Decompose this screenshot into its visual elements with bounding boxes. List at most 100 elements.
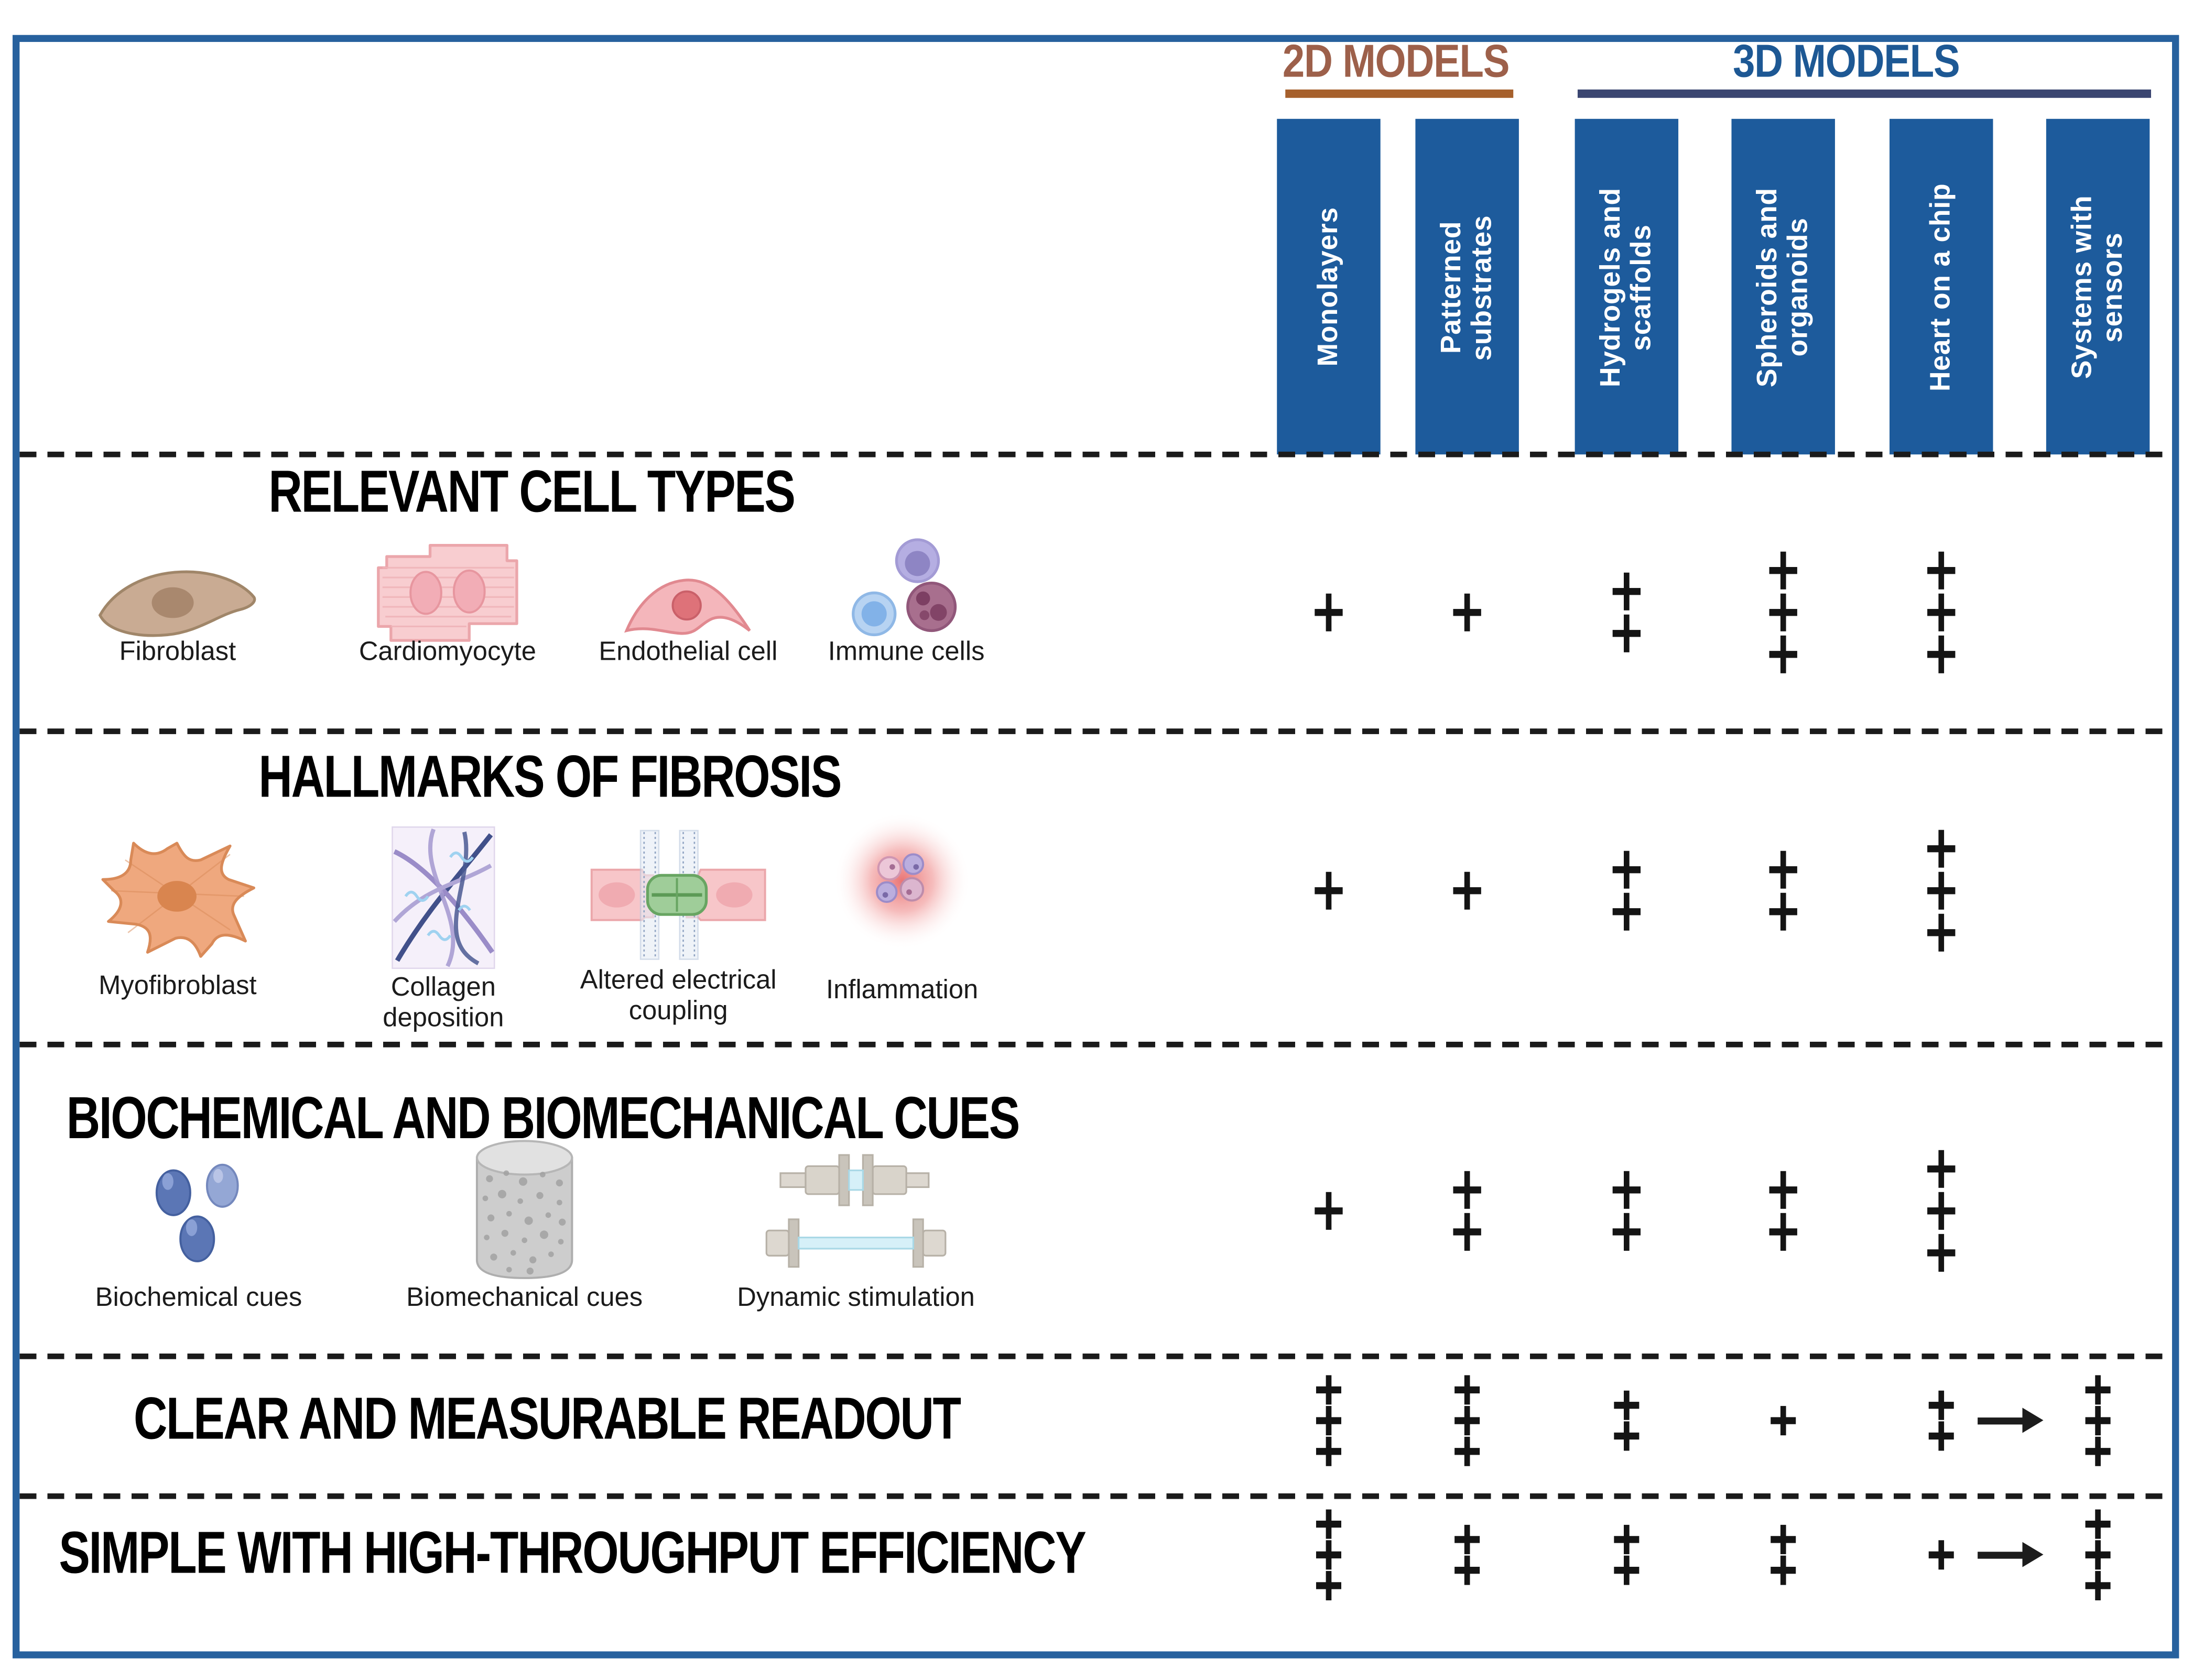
row-separator — [19, 1493, 2173, 1499]
plus-mark — [1926, 1150, 1957, 1188]
plus-mark — [1315, 1540, 1342, 1570]
myofibroblast-icon — [97, 832, 258, 958]
plus-mark — [1768, 892, 1799, 931]
plus-mark — [1613, 1421, 1641, 1451]
plus-mark — [1313, 871, 1344, 910]
row-title-hallmarks-of-fibrosis: HALLMARKS OF FIBROSIS — [258, 745, 842, 811]
biomechanical-cues-icon — [467, 1137, 582, 1285]
plus-mark — [2084, 1509, 2112, 1539]
plus-mark — [1315, 1406, 1342, 1436]
rating-biochemical-and-biomechanical-cues-heart-on-a-chip — [1926, 1150, 1957, 1272]
column-header-label: Spheroids and organoids — [1752, 187, 1814, 387]
plus-mark — [2084, 1540, 2112, 1570]
plus-mark — [1452, 871, 1483, 910]
plus-mark — [1926, 830, 1957, 868]
plus-mark — [1768, 850, 1799, 889]
right-arrow-icon — [1978, 1552, 2023, 1558]
plus-mark — [1452, 1213, 1483, 1251]
column-header-systems-with-sensors: Systems with sensors — [2046, 118, 2150, 455]
immune-cells-icon — [838, 537, 975, 643]
rating-clear-and-measurable-readout-heart-on-a-chip — [1927, 1390, 1955, 1451]
rating-simple-with-high-throughput-efficiency-patterned-substrates — [1453, 1524, 1481, 1585]
icon-label-myofibroblast: Myofibroblast — [99, 972, 257, 1001]
icon-label-inflammation: Inflammation — [826, 976, 979, 1006]
column-header-label: Hydrogels and scaffolds — [1595, 187, 1658, 387]
plus-mark — [1613, 1524, 1641, 1554]
plus-mark — [2084, 1406, 2112, 1436]
plus-mark — [1611, 572, 1642, 610]
cardiomyocyte-icon — [374, 540, 521, 649]
plus-mark — [1313, 1192, 1344, 1230]
plus-mark — [1611, 614, 1642, 652]
plus-mark — [1315, 1509, 1342, 1539]
rating-hallmarks-of-fibrosis-patterned-substrates — [1452, 871, 1483, 910]
group-3d-underline — [1577, 89, 2151, 98]
plus-mark — [1927, 1540, 1955, 1570]
icon-label-cardiomyocyte: Cardiomyocyte — [359, 637, 536, 667]
rating-clear-and-measurable-readout-patterned-substrates — [1453, 1375, 1481, 1466]
plus-mark — [1926, 1234, 1957, 1272]
plus-mark — [1453, 1555, 1481, 1585]
rating-clear-and-measurable-readout-monolayers — [1315, 1375, 1342, 1466]
plus-mark — [1926, 871, 1957, 910]
rating-hallmarks-of-fibrosis-heart-on-a-chip — [1926, 830, 1957, 952]
figure-border — [13, 35, 2179, 1659]
rating-hallmarks-of-fibrosis-monolayers — [1313, 871, 1344, 910]
group-2d-models-label: 2D MODELS — [1282, 37, 1510, 88]
icon-label-dynamic-stimulation: Dynamic stimulation — [737, 1283, 975, 1313]
rating-simple-with-high-throughput-efficiency-heart-on-a-chip — [1927, 1540, 1955, 1570]
plus-mark — [1452, 593, 1483, 631]
rating-biochemical-and-biomechanical-cues-hydrogels-and-scaffolds — [1611, 1171, 1642, 1251]
plus-mark — [1927, 1421, 1955, 1451]
rating-relevant-cell-types-spheroids-and-organoids — [1768, 551, 1799, 673]
altered-electrical-coupling-icon — [589, 828, 768, 962]
icon-label-collagen-deposition: Collagen deposition — [383, 973, 504, 1033]
plus-mark — [1313, 593, 1344, 631]
icon-label-immune-cells: Immune cells — [828, 637, 985, 667]
row-title-biochemical-and-biomechanical-cues: BIOCHEMICAL AND BIOMECHANICAL CUES — [66, 1086, 1020, 1152]
column-header-label: Heart on a chip — [1926, 182, 1957, 391]
rating-clear-and-measurable-readout-spheroids-and-organoids — [1769, 1406, 1797, 1436]
plus-mark — [1768, 1213, 1799, 1251]
plus-mark — [1613, 1390, 1641, 1420]
plus-mark — [2084, 1436, 2112, 1466]
plus-mark — [1453, 1524, 1481, 1554]
dynamic-stimulation-icon — [764, 1149, 948, 1272]
rating-biochemical-and-biomechanical-cues-monolayers — [1313, 1192, 1344, 1230]
fibroblast-icon — [97, 562, 258, 640]
rating-relevant-cell-types-heart-on-a-chip — [1926, 551, 1957, 673]
right-arrow-icon — [1978, 1417, 2023, 1424]
rating-clear-and-measurable-readout-systems-with-sensors — [2084, 1375, 2112, 1466]
biochemical-cues-icon — [137, 1163, 260, 1264]
plus-mark — [1768, 551, 1799, 590]
rating-hallmarks-of-fibrosis-hydrogels-and-scaffolds — [1611, 850, 1642, 931]
plus-mark — [1926, 593, 1957, 631]
plus-mark — [2084, 1570, 2112, 1600]
column-header-patterned-substrates: Patterned substrates — [1415, 118, 1519, 455]
plus-mark — [1315, 1375, 1342, 1405]
group-3d-models-label: 3D MODELS — [1733, 37, 1960, 88]
icon-label-altered-electrical-coupling: Altered electrical coupling — [580, 966, 777, 1027]
inflammation-icon — [832, 811, 972, 951]
rating-relevant-cell-types-patterned-substrates — [1452, 593, 1483, 631]
plus-mark — [1927, 1390, 1955, 1420]
plus-mark — [1768, 1171, 1799, 1209]
plus-mark — [1769, 1555, 1797, 1585]
row-separator — [19, 1041, 2173, 1048]
icon-label-biomechanical-cues: Biomechanical cues — [406, 1283, 643, 1313]
column-header-spheroids-and-organoids: Spheroids and organoids — [1731, 118, 1835, 455]
rating-hallmarks-of-fibrosis-spheroids-and-organoids — [1768, 850, 1799, 931]
rating-relevant-cell-types-hydrogels-and-scaffolds — [1611, 572, 1642, 652]
plus-mark — [1769, 1406, 1797, 1436]
row-title-simple-with-high-throughput-efficiency: SIMPLE WITH HIGH-THROUGHPUT EFFICIENCY — [59, 1521, 1086, 1587]
row-separator — [19, 451, 2173, 457]
plus-mark — [1611, 1171, 1642, 1209]
column-header-monolayers: Monolayers — [1277, 118, 1381, 455]
plus-mark — [1768, 593, 1799, 631]
plus-mark — [1769, 1524, 1797, 1554]
column-header-label: Monolayers — [1313, 206, 1344, 367]
row-separator — [19, 728, 2173, 734]
plus-mark — [1453, 1375, 1481, 1405]
plus-mark — [1926, 913, 1957, 952]
